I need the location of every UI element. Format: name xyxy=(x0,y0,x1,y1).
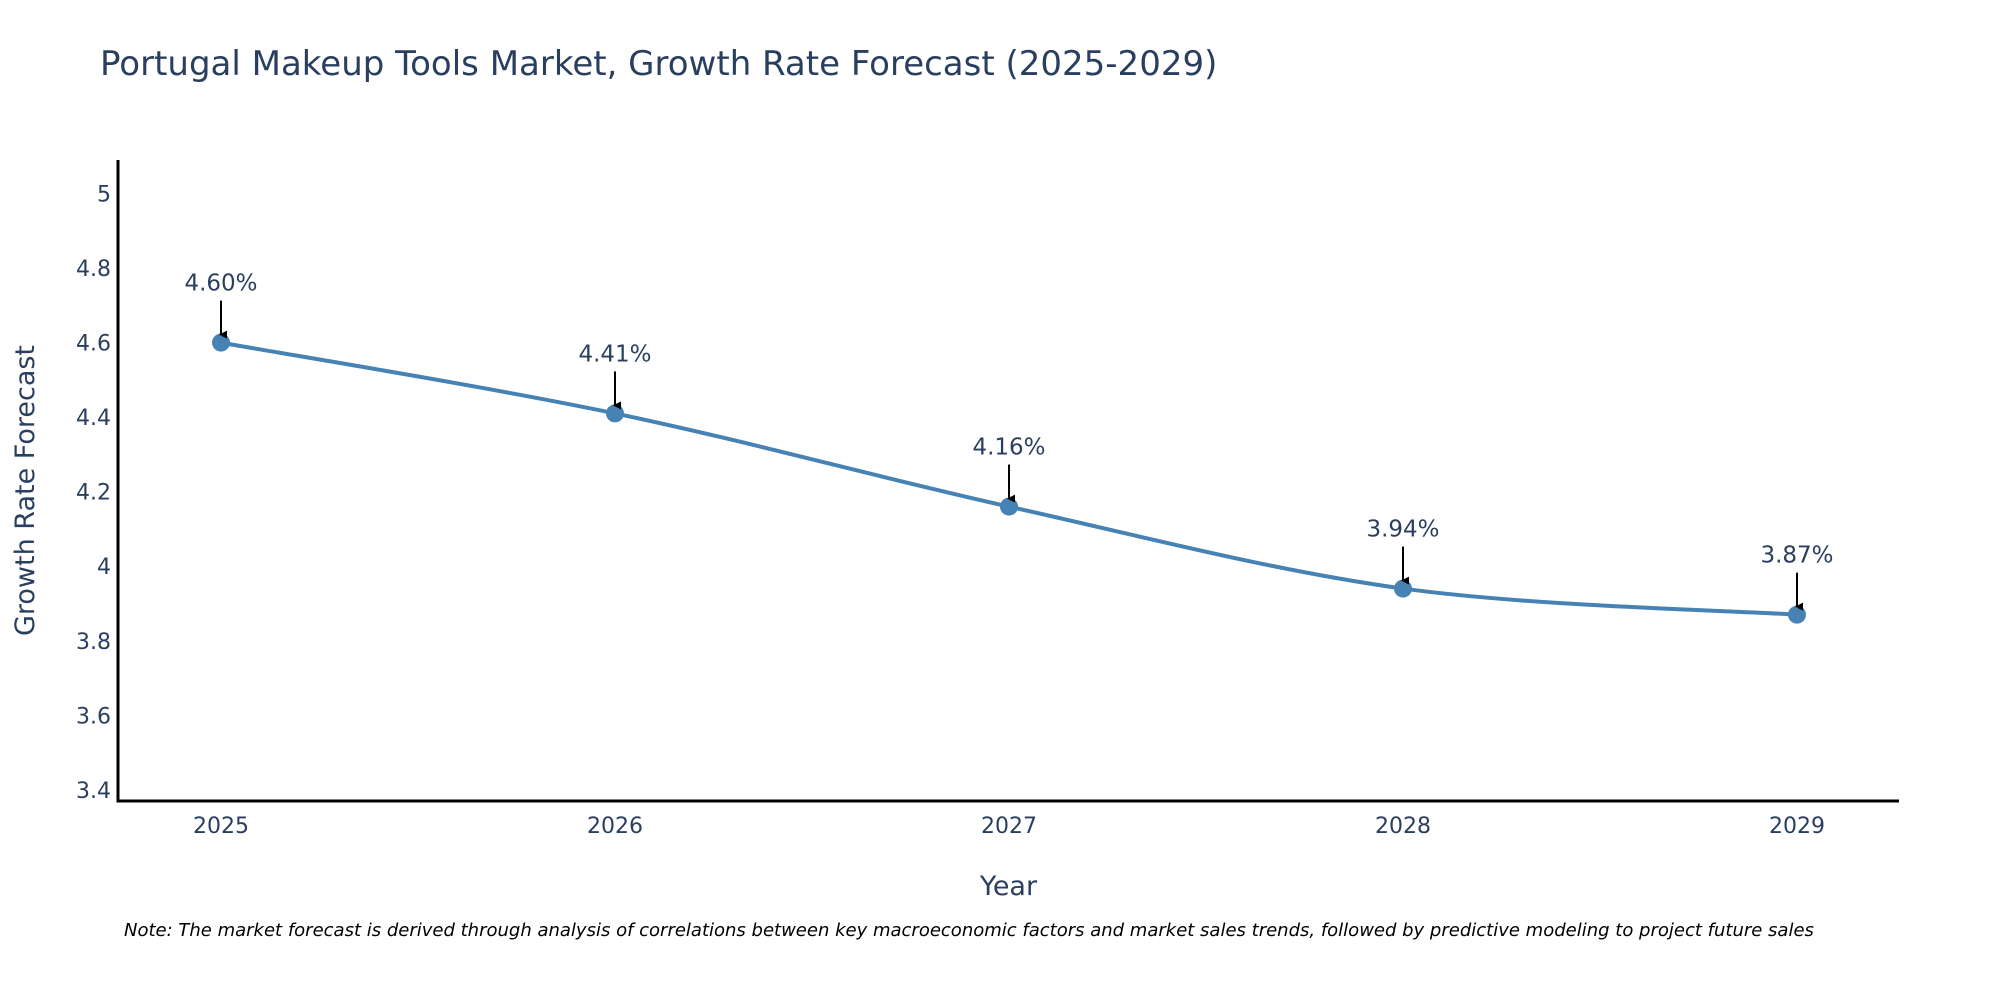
x-axis-title: Year xyxy=(979,871,1038,902)
data-label: 4.16% xyxy=(972,435,1045,461)
y-tick-label: 5 xyxy=(97,183,111,208)
y-tick-label: 4 xyxy=(97,555,111,580)
data-label: 4.41% xyxy=(578,341,651,367)
y-tick-label: 4.8 xyxy=(76,257,111,282)
data-point[interactable] xyxy=(1000,497,1018,516)
x-tick-label: 2027 xyxy=(981,814,1037,839)
x-tick-label: 2029 xyxy=(1769,814,1825,839)
y-axis-title: Growth Rate Forecast xyxy=(10,345,41,636)
data-point[interactable] xyxy=(1788,605,1806,624)
y-axis-ticks: 3.4 3.6 3.8 4 4.2 4.4 4.6 4.8 5 xyxy=(76,183,111,804)
y-tick-label: 3.6 xyxy=(76,704,111,729)
data-label: 3.87% xyxy=(1760,543,1833,569)
data-label: 4.60% xyxy=(184,271,257,297)
data-point[interactable] xyxy=(1394,579,1412,598)
footnote: Note: The market forecast is derived thr… xyxy=(124,920,1814,941)
x-tick-label: 2025 xyxy=(193,814,249,839)
x-tick-label: 2028 xyxy=(1375,814,1431,839)
x-axis-ticks: 2025 2026 2027 2028 2029 xyxy=(193,814,1825,839)
y-tick-label: 4.4 xyxy=(76,406,111,431)
data-annotations: 4.60% 4.41% 4.16% 3.94% 3.87% xyxy=(184,271,1834,611)
x-tick-label: 2026 xyxy=(587,814,643,839)
y-tick-label: 4.6 xyxy=(76,332,111,357)
data-point[interactable] xyxy=(212,333,230,352)
data-point[interactable] xyxy=(606,404,624,423)
chart-title: Portugal Makeup Tools Market, Growth Rat… xyxy=(100,44,1218,84)
data-label: 3.94% xyxy=(1366,517,1439,543)
y-tick-label: 3.4 xyxy=(76,779,111,804)
y-tick-label: 4.2 xyxy=(76,481,111,506)
y-tick-label: 3.8 xyxy=(76,630,111,655)
